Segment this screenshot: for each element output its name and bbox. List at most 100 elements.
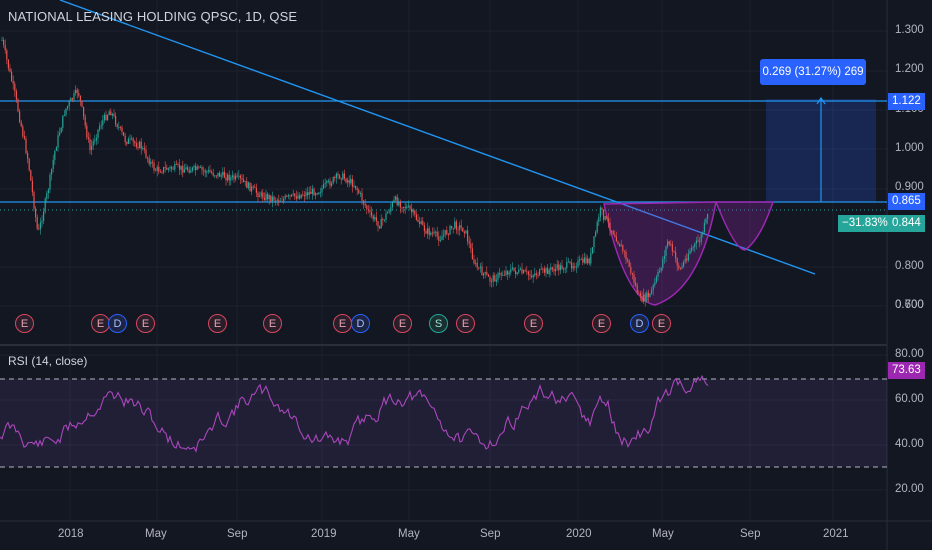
event-marker-e[interactable]: E <box>263 314 282 333</box>
candle-body <box>172 168 174 170</box>
candle-body <box>89 138 91 150</box>
candle-body <box>137 146 139 148</box>
candle-body <box>198 166 200 168</box>
candle-body <box>33 192 35 209</box>
rsi-tick: 80.00 <box>895 348 924 360</box>
candle-body <box>406 206 408 209</box>
candle-body <box>102 120 104 126</box>
price-tick: 0.800 <box>895 260 924 272</box>
candle-body <box>604 216 606 220</box>
candle-body <box>270 195 272 202</box>
candle-body <box>609 222 611 231</box>
candle-body <box>185 167 187 170</box>
candle-body <box>700 234 702 242</box>
price-tick: 1.300 <box>895 24 924 36</box>
candle-body <box>329 180 331 186</box>
candle-body <box>495 279 497 282</box>
event-marker-e[interactable]: E <box>652 314 671 333</box>
candle-body <box>508 272 510 275</box>
candle-body <box>287 195 289 197</box>
candle-body <box>617 241 619 244</box>
candle-body <box>97 129 99 138</box>
candle-body <box>652 285 654 290</box>
event-marker-e[interactable]: E <box>456 314 475 333</box>
candle-body <box>25 138 27 154</box>
candle-body <box>95 137 97 141</box>
candle-body <box>627 259 629 261</box>
last-price-tag: 0.844 <box>888 215 925 232</box>
candle-body <box>70 98 72 102</box>
candle-body <box>412 210 414 213</box>
candle-body <box>646 292 648 301</box>
event-marker-d[interactable]: D <box>351 314 370 333</box>
candle-body <box>169 166 171 169</box>
event-marker-e[interactable]: E <box>136 314 155 333</box>
candle-body <box>62 115 64 128</box>
candle-body <box>158 166 160 172</box>
event-marker-e[interactable]: E <box>393 314 412 333</box>
candle-body <box>142 147 144 149</box>
event-marker-d[interactable]: D <box>630 314 649 333</box>
candle-body <box>315 193 317 196</box>
candle-body <box>299 195 301 199</box>
upper-level-tag: 1.122 <box>888 93 925 110</box>
rsi-tick: 40.00 <box>895 438 924 450</box>
measure-label[interactable]: 0.269 (31.27%) 269 <box>760 59 866 85</box>
candle-body <box>481 266 483 276</box>
candle-body <box>188 170 190 173</box>
candle-body <box>193 165 195 168</box>
candle-body <box>404 207 406 209</box>
rsi-tick: 60.00 <box>895 393 924 405</box>
rsi-indicator-label[interactable]: RSI (14, close) <box>8 354 88 368</box>
candle-body <box>534 273 536 276</box>
candle-body <box>639 293 641 297</box>
candle-body <box>219 172 221 177</box>
candle-body <box>436 231 438 237</box>
candle-body <box>71 98 73 100</box>
candle-body <box>116 124 118 128</box>
candle-body <box>673 251 675 253</box>
candle-body <box>599 207 601 218</box>
candle-body <box>263 197 265 200</box>
candle-body <box>420 221 422 224</box>
candle-body <box>550 267 552 271</box>
candle-body <box>324 183 326 185</box>
candle-body <box>46 193 48 199</box>
candle-body <box>577 260 579 267</box>
event-marker-e[interactable]: E <box>208 314 227 333</box>
event-marker-e[interactable]: E <box>524 314 543 333</box>
candle-body <box>73 93 75 100</box>
candle-body <box>681 266 683 269</box>
candle-body <box>623 251 625 253</box>
candle-body <box>4 44 6 51</box>
candle-body <box>49 174 51 190</box>
candle-body <box>231 175 233 178</box>
event-marker-e[interactable]: E <box>592 314 611 333</box>
candle-body <box>151 161 153 163</box>
candle-body <box>275 200 277 202</box>
candle-body <box>559 265 561 271</box>
candle-body <box>371 211 373 216</box>
candle-body <box>81 100 83 107</box>
candle-body <box>651 289 653 294</box>
event-marker-e[interactable]: E <box>333 314 352 333</box>
candle-body <box>641 296 643 302</box>
event-marker-e[interactable]: E <box>15 314 34 333</box>
candle-body <box>41 220 43 223</box>
candle-body <box>643 294 645 302</box>
candle-body <box>630 266 632 273</box>
candle-body <box>529 274 531 276</box>
candle-body <box>425 231 427 234</box>
candle-body <box>300 194 302 199</box>
candle-body <box>276 199 278 201</box>
candle-body <box>595 232 597 237</box>
event-marker-s[interactable]: S <box>429 314 448 333</box>
candle-body <box>676 258 678 266</box>
candle-body <box>497 273 499 280</box>
time-tick: Sep <box>480 528 501 540</box>
candle-body <box>598 217 600 222</box>
candle-body <box>251 186 253 192</box>
candle-body <box>1 39 3 41</box>
event-marker-d[interactable]: D <box>108 314 127 333</box>
